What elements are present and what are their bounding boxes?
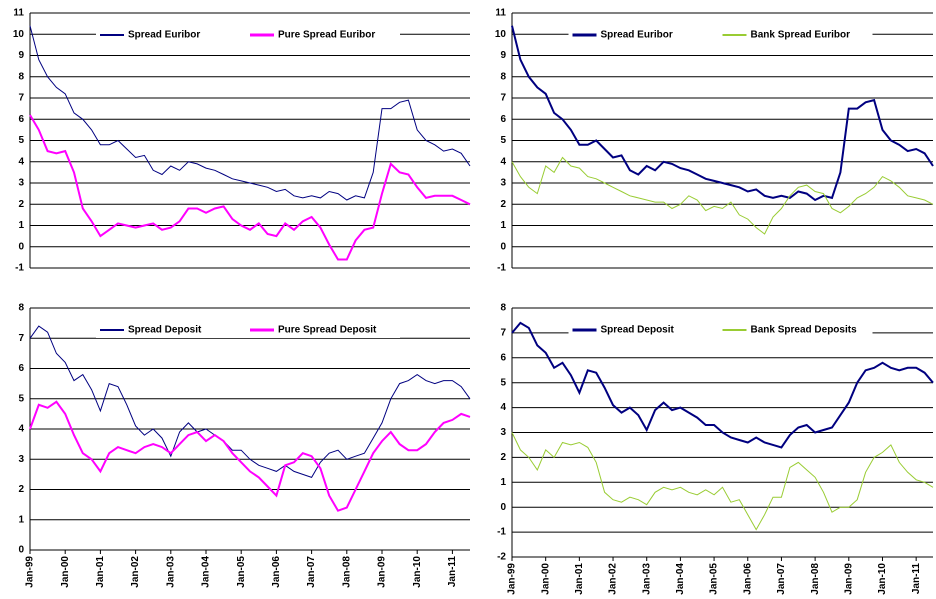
- x-tick-label: Jan-09: [377, 556, 388, 588]
- y-tick-label: 7: [18, 333, 24, 344]
- x-tick-label: Jan-05: [236, 556, 247, 588]
- x-tick-label: Jan-03: [641, 563, 652, 595]
- x-tick-label: Jan-00: [540, 563, 551, 595]
- x-tick-label: Jan-99: [25, 556, 36, 588]
- x-tick-label: Jan-01: [574, 563, 585, 595]
- y-tick-label: 3: [500, 178, 506, 189]
- x-tick-label: Jan-02: [608, 563, 619, 595]
- y-tick-label: 7: [500, 328, 506, 339]
- series-line: [29, 325, 471, 479]
- y-tick-label: -2: [497, 552, 506, 563]
- legend-label: Pure Spread Euribor: [278, 30, 375, 41]
- x-tick-label: Jan-06: [742, 563, 753, 595]
- legend-label: Bank Spread Deposits: [751, 325, 858, 336]
- legend-box: [96, 322, 400, 338]
- y-tick-label: 8: [18, 303, 24, 314]
- y-tick-label: 4: [500, 156, 506, 167]
- y-tick-label: -1: [497, 527, 506, 538]
- legend-box: [568, 322, 873, 338]
- y-tick-label: 6: [500, 114, 506, 125]
- y-tick-label: 2: [18, 199, 24, 210]
- y-tick-label: 1: [500, 220, 506, 231]
- x-tick-label: Jan-04: [201, 556, 212, 588]
- legend-label: Pure Spread Deposit: [278, 325, 377, 336]
- y-tick-label: 5: [500, 135, 506, 146]
- y-tick-label: 1: [18, 514, 24, 525]
- series-line: [511, 432, 934, 531]
- y-tick-label: 2: [500, 452, 506, 463]
- y-tick-label: 11: [495, 8, 506, 19]
- y-tick-label: 2: [18, 484, 24, 495]
- y-tick-label: 0: [500, 241, 506, 252]
- x-tick-label: Jan-11: [911, 563, 922, 595]
- y-tick-label: 5: [18, 393, 24, 404]
- y-tick-label: 3: [500, 427, 506, 438]
- y-tick-label: 4: [18, 156, 24, 167]
- y-tick-label: 8: [500, 303, 506, 314]
- series-line: [29, 114, 471, 261]
- y-tick-label: 6: [500, 352, 506, 363]
- y-tick-label: 10: [13, 29, 25, 40]
- y-tick-label: 4: [18, 424, 24, 435]
- x-tick-label: Jan-02: [130, 556, 141, 588]
- y-tick-label: 0: [18, 545, 24, 556]
- x-tick-label: Jan-08: [810, 563, 821, 595]
- y-tick-label: 3: [18, 178, 24, 189]
- x-tick-label: Jan-07: [776, 563, 787, 595]
- legend-label: Spread Euribor: [601, 30, 673, 41]
- legend-label: Spread Deposit: [601, 325, 675, 336]
- x-tick-label: Jan-00: [60, 556, 71, 588]
- series-line: [511, 156, 934, 235]
- x-tick-label: Jan-08: [341, 556, 352, 588]
- legend-box: [568, 27, 873, 43]
- y-tick-label: 7: [18, 93, 24, 104]
- y-tick-label: 11: [13, 8, 24, 19]
- y-tick-label: 6: [18, 114, 24, 125]
- x-tick-label: Jan-99: [507, 563, 518, 595]
- y-tick-label: 9: [18, 50, 24, 61]
- series-line: [511, 25, 934, 202]
- series-line: [29, 25, 471, 201]
- y-tick-label: 10: [495, 29, 507, 40]
- y-tick-label: 4: [500, 402, 506, 413]
- series-line: [511, 321, 934, 449]
- legend-label: Spread Euribor: [128, 30, 200, 41]
- x-tick-label: Jan-06: [271, 556, 282, 588]
- legend-box: [96, 27, 400, 43]
- x-tick-label: Jan-03: [165, 556, 176, 588]
- y-tick-label: 2: [500, 199, 506, 210]
- y-tick-label: -1: [497, 263, 506, 274]
- x-tick-label: Jan-05: [709, 563, 720, 595]
- x-tick-label: Jan-07: [306, 556, 317, 588]
- y-tick-label: 1: [500, 477, 506, 488]
- y-tick-label: 3: [18, 454, 24, 465]
- y-tick-label: 8: [500, 71, 506, 82]
- y-tick-label: 7: [500, 93, 506, 104]
- x-tick-label: Jan-04: [675, 563, 686, 595]
- y-tick-label: 0: [18, 241, 24, 252]
- x-tick-label: Jan-10: [412, 556, 423, 588]
- x-tick-label: Jan-10: [877, 563, 888, 595]
- y-tick-label: 8: [18, 71, 24, 82]
- y-tick-label: -1: [15, 263, 24, 274]
- legend-label: Spread Deposit: [128, 325, 202, 336]
- y-tick-label: 1: [18, 220, 24, 231]
- y-tick-label: 6: [18, 363, 24, 374]
- y-tick-label: 9: [500, 50, 506, 61]
- legend-label: Bank Spread Euribor: [751, 30, 851, 41]
- y-tick-label: 5: [500, 377, 506, 388]
- y-tick-label: 5: [18, 135, 24, 146]
- x-tick-label: Jan-09: [843, 563, 854, 595]
- x-tick-label: Jan-11: [447, 556, 458, 588]
- series-line: [29, 400, 471, 512]
- x-tick-label: Jan-01: [95, 556, 106, 588]
- y-tick-label: 0: [500, 502, 506, 513]
